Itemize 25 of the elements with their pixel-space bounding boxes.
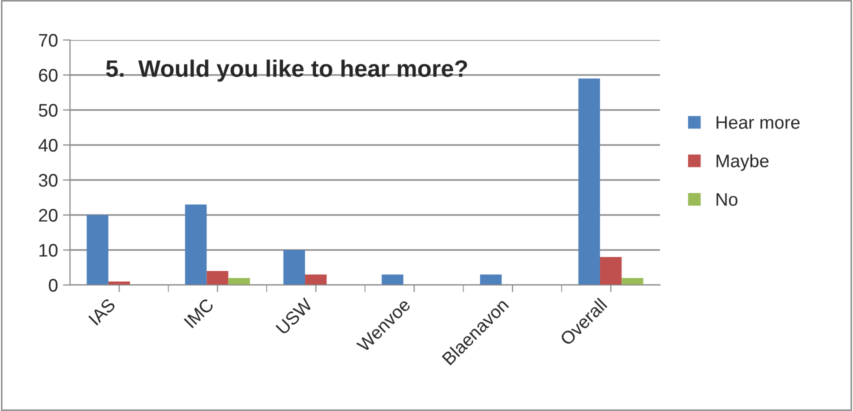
legend-label: Hear more [716, 116, 800, 129]
y-tick-label: 30 [38, 174, 58, 187]
y-tick-label: 0 [48, 278, 58, 292]
bar [206, 271, 228, 285]
legend-label: No [716, 193, 738, 206]
bar [600, 257, 622, 285]
y-tick-label: 60 [39, 68, 58, 82]
bar [86, 215, 108, 285]
bar [283, 250, 306, 285]
bar [382, 274, 404, 285]
bar [622, 278, 644, 285]
bar [305, 274, 327, 285]
bar [480, 274, 502, 285]
x-tick-label: IMC [184, 298, 214, 328]
bar [228, 278, 250, 285]
bar [185, 204, 207, 285]
text: 5. Would you like to hear more? [106, 60, 468, 82]
y-tick-label: 40 [38, 138, 58, 152]
y-tick-label: 10 [39, 244, 58, 257]
y-tick-label: 50 [38, 104, 58, 117]
y-tick-label: 70 [39, 34, 58, 47]
y-tick-label: 20 [39, 208, 58, 222]
x-tick-label: IAS [88, 298, 116, 326]
legend-label: Maybe [716, 154, 769, 171]
bar [578, 78, 600, 285]
